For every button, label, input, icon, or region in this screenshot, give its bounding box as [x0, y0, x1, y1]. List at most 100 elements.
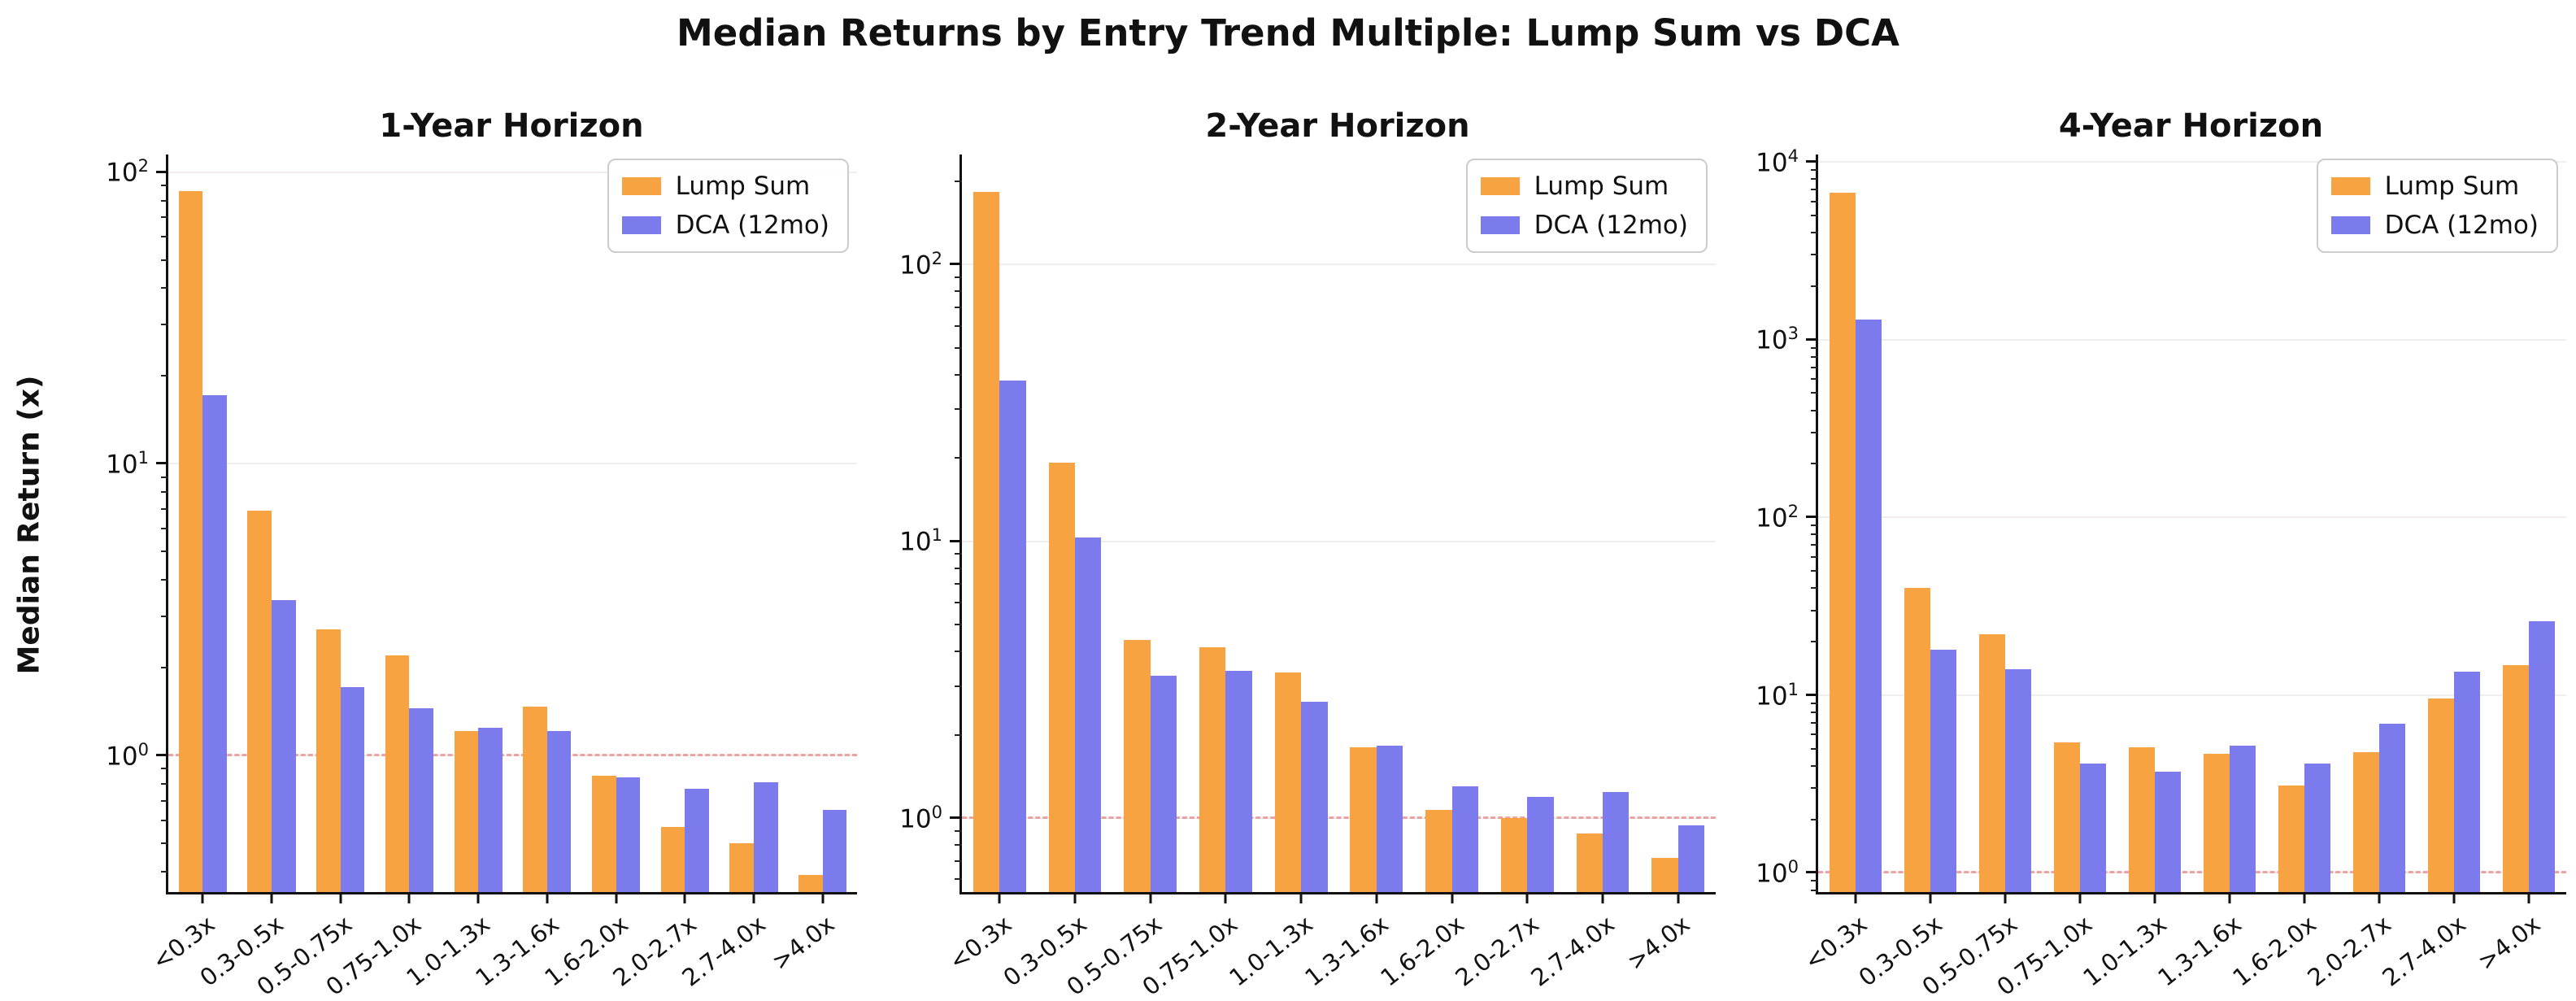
- y-tick-label: 102: [1756, 502, 1799, 533]
- x-tick: [1149, 892, 1152, 903]
- plot-area: Lump Sum DCA (12mo) 100 101 102 <0.3x 0.3-0.…: [899, 155, 1716, 1001]
- y-tick-label: 101: [1756, 679, 1799, 711]
- bar-dca: [2379, 724, 2406, 892]
- x-tick: [1854, 892, 1857, 903]
- legend-swatch-lump-sum: [1480, 177, 1520, 195]
- y-minor-tick: [955, 290, 962, 293]
- x-tick: [752, 892, 755, 903]
- y-major-tick: [1806, 871, 1818, 874]
- y-minor-tick: [1811, 889, 1818, 891]
- legend-entry-lump-sum: Lump Sum: [621, 172, 829, 201]
- y-minor-tick: [955, 685, 962, 687]
- y-minor-tick: [1811, 232, 1818, 234]
- x-tick-label: >4.0x: [766, 910, 840, 976]
- plot-area: Lump Sum DCA (12mo) 100 101 102 103 104 <0.3x…: [1756, 147, 2566, 1001]
- bar-lump-sum: [1829, 193, 1856, 892]
- bar-dca: [1225, 671, 1252, 892]
- y-minor-tick: [955, 307, 962, 309]
- x-tick: [1224, 892, 1227, 903]
- y-tick-label: 100: [106, 739, 149, 772]
- y-minor-tick: [161, 870, 168, 873]
- y-major-tick: [1806, 337, 1818, 341]
- y-minor-tick: [1811, 355, 1818, 358]
- y-minor-tick: [161, 842, 168, 844]
- y-minor-tick: [1811, 200, 1818, 202]
- y-gridline: [1818, 338, 2566, 341]
- x-tick-label: 1.3-1.6x: [2152, 910, 2247, 992]
- x-tick: [998, 892, 1001, 903]
- bar-dca: [2080, 764, 2107, 892]
- x-tick-label: 2.0-2.7x: [2302, 910, 2396, 992]
- y-major-tick: [1806, 693, 1818, 696]
- y-gridline: [1818, 694, 2566, 696]
- legend-swatch-lump-sum: [2330, 177, 2370, 195]
- x-tick: [2228, 892, 2231, 903]
- bar-dca: [1602, 792, 1630, 892]
- y-minor-tick: [1811, 178, 1818, 181]
- subplot-4-year: 4-Year Horizon Lump Sum DCA (12mo) 100 10…: [1717, 57, 2576, 1001]
- y-minor-tick: [1811, 524, 1818, 527]
- y-minor-tick: [161, 799, 168, 802]
- bar-lump-sum: [973, 192, 1000, 892]
- breakeven-refline: [962, 816, 1716, 819]
- y-major-tick: [156, 170, 168, 173]
- y-minor-tick: [955, 567, 962, 569]
- bar-dca: [1301, 701, 1328, 892]
- x-tick: [2078, 892, 2082, 903]
- x-tick-label: 2.0-2.7x: [1450, 910, 1545, 992]
- x-tick-label: >4.0x: [1621, 910, 1695, 976]
- legend-label: DCA (12mo): [1534, 211, 1688, 240]
- bar-dca: [2304, 764, 2331, 892]
- y-minor-tick: [161, 199, 168, 202]
- y-minor-tick: [161, 667, 168, 669]
- y-minor-tick: [161, 375, 168, 377]
- legend-label: Lump Sum: [2384, 172, 2520, 201]
- bar-lump-sum: [798, 874, 823, 892]
- legend-entry-lump-sum: Lump Sum: [1480, 172, 1688, 201]
- bar-lump-sum: [523, 706, 547, 892]
- x-tick-label: 1.3-1.6x: [1299, 910, 1394, 992]
- y-minor-tick: [1811, 818, 1818, 820]
- x-tick: [683, 892, 686, 903]
- y-minor-tick: [955, 860, 962, 862]
- y-minor-tick: [955, 651, 962, 653]
- legend-label: Lump Sum: [1534, 172, 1669, 201]
- y-minor-tick: [161, 216, 168, 219]
- bar-dca: [685, 788, 709, 892]
- bar-dca: [616, 777, 641, 892]
- bar-dca: [2005, 668, 2032, 892]
- bar-lump-sum: [316, 629, 341, 892]
- bar-dca: [753, 781, 778, 892]
- y-minor-tick: [955, 583, 962, 585]
- y-minor-tick: [161, 287, 168, 289]
- bar-lump-sum: [247, 511, 272, 892]
- y-gridline: [168, 171, 857, 173]
- y-gridline: [168, 463, 857, 465]
- bar-dca: [409, 708, 434, 892]
- subplot-1-year: Median Return (x) 1-Year Horizon Lump Su…: [0, 57, 859, 1001]
- x-tick: [2153, 892, 2156, 903]
- legend: Lump Sum DCA (12mo): [1465, 159, 1708, 253]
- figure-title: Median Returns by Entry Trend Multiple: …: [677, 11, 1899, 54]
- y-minor-tick: [161, 768, 168, 770]
- bar-dca: [546, 731, 572, 892]
- bar-dca: [340, 686, 365, 892]
- bar-dca: [2155, 772, 2182, 892]
- bar-dca: [272, 600, 296, 892]
- legend-entry-dca: DCA (12mo): [621, 211, 829, 240]
- bar-lump-sum: [454, 731, 479, 892]
- x-tick: [201, 892, 204, 903]
- y-minor-tick: [161, 185, 168, 187]
- bar-dca: [999, 381, 1026, 892]
- bar-lump-sum: [2427, 698, 2454, 892]
- y-minor-tick: [955, 346, 962, 349]
- y-tick-label: 103: [1756, 324, 1799, 355]
- legend-swatch-dca: [1480, 216, 1520, 234]
- x-tick-label: 1.6-2.0x: [2227, 910, 2321, 992]
- x-tick: [476, 892, 480, 903]
- y-minor-tick: [161, 491, 168, 494]
- y-major-tick: [950, 816, 962, 819]
- y-minor-tick: [1811, 431, 1818, 433]
- y-minor-tick: [161, 507, 168, 510]
- bar-dca: [1150, 675, 1177, 892]
